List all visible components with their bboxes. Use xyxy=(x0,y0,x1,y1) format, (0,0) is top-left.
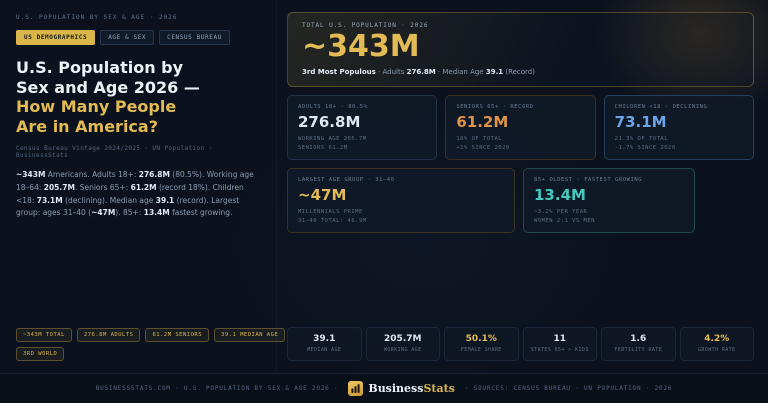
main-area: U.S. POPULATION BY SEX & AGE · 2026 US D… xyxy=(0,0,768,373)
title-line-1: U.S. Population by xyxy=(16,58,184,77)
title-line-4: Are in America? xyxy=(16,116,158,136)
footer-left-text: BUSINESSSTATS.COM · U.S. POPULATION BY S… xyxy=(95,385,339,392)
pill-adults: 276.8M ADULTS xyxy=(76,328,141,342)
brand-name: BusinessStats xyxy=(368,382,455,395)
brand-logo: BusinessStats xyxy=(348,381,455,396)
mini-stat-median-age: 39.1 MEDIAN AGE xyxy=(287,326,362,361)
pill-total: ~343M TOTAL xyxy=(16,328,72,342)
summary-text: ~343M Americans. Adults 18+: 276.8M (80.… xyxy=(16,170,254,218)
pill-row-1: ~343M TOTAL 276.8M ADULTS 61.2M SENIORS … xyxy=(16,328,286,342)
tab-age-sex[interactable]: AGE & SEX xyxy=(100,30,155,45)
stat-cards-row-2: LARGEST AGE GROUP · 31–40 ~47M MILLENNIA… xyxy=(287,167,754,233)
tab-census-bureau[interactable]: CENSUS BUREAU xyxy=(159,30,230,45)
tab-bar: US DEMOGRAPHICS AGE & SEX CENSUS BUREAU xyxy=(16,30,260,45)
right-panel: TOTAL U.S. POPULATION · 2026 ~343M 3rd M… xyxy=(276,0,768,373)
mini-stats-strip: 39.1 MEDIAN AGE 205.7M WORKING AGE 50.1%… xyxy=(287,326,754,361)
stat-pills: ~343M TOTAL 276.8M ADULTS 61.2M SENIORS … xyxy=(16,323,286,361)
hero-label: TOTAL U.S. POPULATION · 2026 xyxy=(302,22,429,29)
stat-card-children: CHILDREN <18 · DECLINING 73.1M 21.3% OF … xyxy=(603,94,754,160)
mini-stat-growth: 4.2% GROWTH RATE xyxy=(679,326,754,361)
mini-stat-female-share: 50.1% FEMALE SHARE xyxy=(444,326,519,361)
title-line-2: Sex and Age 2026 — xyxy=(16,77,200,97)
kicker: U.S. POPULATION BY SEX & AGE · 2026 xyxy=(16,14,178,21)
hero-value: ~343M xyxy=(302,29,420,64)
hero-subline: 3rd Most Populous · Adults 276.8M · Medi… xyxy=(302,67,535,76)
stat-card-adults: ADULTS 18+ · 80.5% 276.8M WORKING AGE 20… xyxy=(287,94,438,160)
source-line: Census Bureau Vintage 2024/2025 · UN Pop… xyxy=(16,145,213,160)
footer-bar: BUSINESSSTATS.COM · U.S. POPULATION BY S… xyxy=(0,373,768,403)
left-panel: U.S. POPULATION BY SEX & AGE · 2026 US D… xyxy=(0,0,286,373)
bar-chart-icon xyxy=(348,381,364,396)
hero-card: TOTAL U.S. POPULATION · 2026 ~343M 3rd M… xyxy=(287,12,754,87)
mini-stat-fertility: 1.6 FERTILITY RATE xyxy=(601,326,676,361)
page-title: U.S. Population by Sex and Age 2026 — Ho… xyxy=(16,58,260,136)
mini-stat-working-age: 205.7M WORKING AGE xyxy=(365,326,440,361)
pill-seniors: 61.2M SENIORS xyxy=(145,328,210,342)
tab-us-demographics[interactable]: US DEMOGRAPHICS xyxy=(16,30,96,45)
pill-median-age: 39.1 MEDIAN AGE xyxy=(214,328,286,342)
mini-stat-states: 11 STATES 65+ > KIDS xyxy=(522,326,597,361)
stat-card-largest-group: LARGEST AGE GROUP · 31–40 ~47M MILLENNIA… xyxy=(287,167,515,233)
stat-card-oldest: 85+ OLDEST · FASTEST GROWING 13.4M ~3.2%… xyxy=(523,167,695,233)
stat-cards-row-1: ADULTS 18+ · 80.5% 276.8M WORKING AGE 20… xyxy=(287,94,754,160)
stat-card-seniors: SENIORS 65+ · RECORD 61.2M 18% OF TOTAL … xyxy=(445,94,596,160)
pill-row-2: 3RD WORLD xyxy=(16,347,260,361)
title-line-3: How Many People xyxy=(16,97,177,117)
footer-right-text: · SOURCES: CENSUS BUREAU · UN POPULATION… xyxy=(464,385,673,392)
pill-world-rank: 3RD WORLD xyxy=(16,347,65,361)
